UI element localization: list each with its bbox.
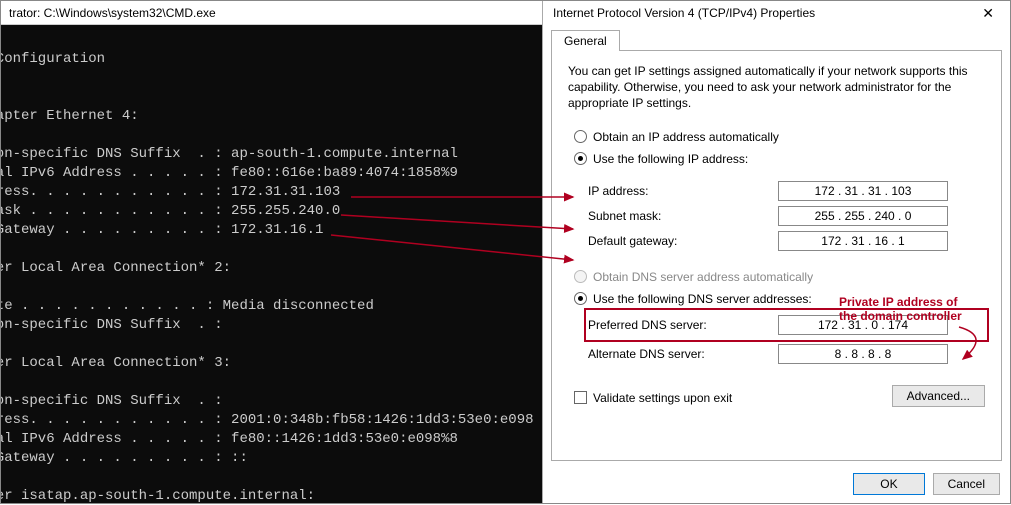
alternate-dns-label: Alternate DNS server: xyxy=(588,347,778,361)
default-gateway-label: Default gateway: xyxy=(588,234,778,248)
radio-ip-auto[interactable]: Obtain an IP address automatically xyxy=(574,130,985,144)
subnet-mask-label: Subnet mask: xyxy=(588,209,778,223)
dialog-title: Internet Protocol Version 4 (TCP/IPv4) P… xyxy=(553,6,815,20)
radio-icon xyxy=(574,292,587,305)
close-icon[interactable]: ✕ xyxy=(976,5,1000,22)
radio-ip-manual[interactable]: Use the following IP address: xyxy=(574,152,985,166)
ip-address-label: IP address: xyxy=(588,184,778,198)
cmd-output: P Configuration adapter Ethernet 4: tion… xyxy=(1,25,542,503)
advanced-button[interactable]: Advanced... xyxy=(892,385,985,407)
radio-icon xyxy=(574,130,587,143)
radio-label: Use the following DNS server addresses: xyxy=(593,292,812,306)
cancel-button[interactable]: Cancel xyxy=(933,473,1000,495)
radio-icon xyxy=(574,270,587,283)
ip-address-input[interactable]: 172 . 31 . 31 . 103 xyxy=(778,181,948,201)
annotation-text: Private IP address of the domain control… xyxy=(839,295,962,324)
radio-label: Obtain an IP address automatically xyxy=(593,130,779,144)
tab-general[interactable]: General xyxy=(551,30,620,51)
default-gateway-input[interactable]: 172 . 31 . 16 . 1 xyxy=(778,231,948,251)
radio-dns-auto: Obtain DNS server address automatically xyxy=(574,270,985,284)
ok-button[interactable]: OK xyxy=(853,473,924,495)
radio-label: Use the following IP address: xyxy=(593,152,748,166)
intro-text: You can get IP settings assigned automat… xyxy=(568,63,985,112)
radio-label: Obtain DNS server address automatically xyxy=(593,270,813,284)
subnet-mask-input[interactable]: 255 . 255 . 240 . 0 xyxy=(778,206,948,226)
cmd-window: trator: C:\Windows\system32\CMD.exe P Co… xyxy=(1,1,542,503)
preferred-dns-label: Preferred DNS server: xyxy=(588,318,778,332)
cmd-titlebar: trator: C:\Windows\system32\CMD.exe xyxy=(1,1,542,25)
ipv4-properties-dialog: Internet Protocol Version 4 (TCP/IPv4) P… xyxy=(542,1,1010,503)
radio-icon xyxy=(574,152,587,165)
alternate-dns-input[interactable]: 8 . 8 . 8 . 8 xyxy=(778,344,948,364)
